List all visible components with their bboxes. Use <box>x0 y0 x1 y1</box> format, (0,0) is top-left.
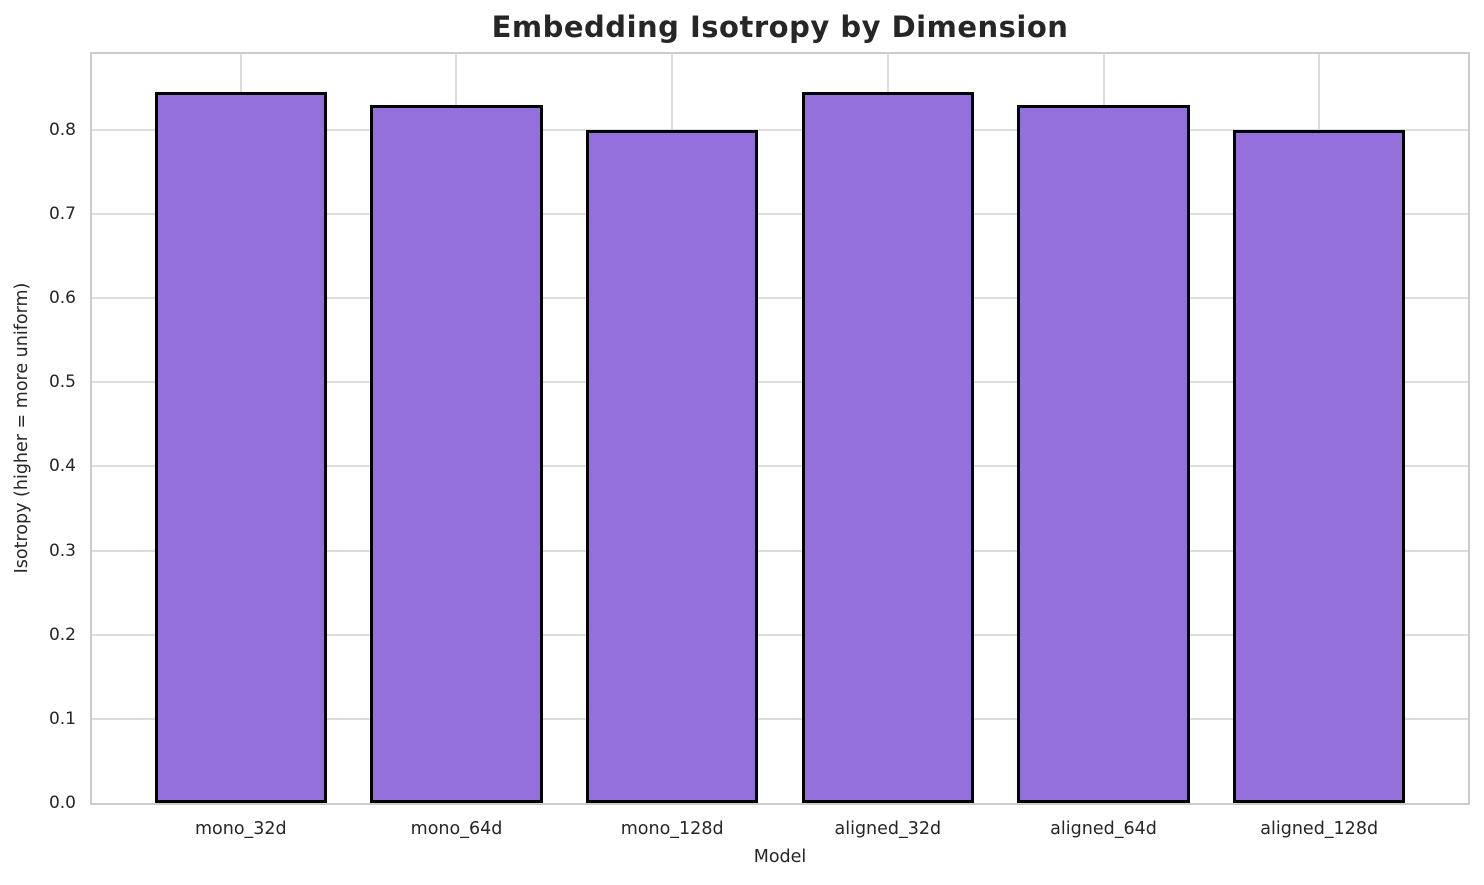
y-tick-label: 0.8 <box>48 119 76 140</box>
bar-aligned_32d <box>801 91 975 803</box>
horizontal-gridline <box>92 212 1468 215</box>
x-tick-label-mono_128d: mono_128d <box>620 819 724 839</box>
y-tick-label: 0.6 <box>48 288 76 309</box>
chart-title: Embedding Isotropy by Dimension <box>491 10 1069 44</box>
x-tick-label-aligned_128d: aligned_128d <box>1260 819 1379 839</box>
horizontal-gridline <box>92 297 1468 300</box>
bar-aligned_128d <box>1232 129 1406 803</box>
bar-mono_32d <box>154 91 328 803</box>
horizontal-gridline <box>92 381 1468 384</box>
horizontal-gridline <box>92 465 1468 468</box>
y-tick-label: 0.1 <box>48 708 76 729</box>
x-tick-label-mono_64d: mono_64d <box>410 819 503 839</box>
horizontal-gridline <box>92 633 1468 636</box>
y-tick-label: 0.2 <box>48 624 76 645</box>
x-tick-label-aligned_32d: aligned_32d <box>834 819 942 839</box>
bar-mono_64d <box>370 104 543 803</box>
x-tick-label-mono_32d: mono_32d <box>194 819 287 839</box>
horizontal-gridline <box>92 549 1468 552</box>
y-tick-label: 0.7 <box>48 203 76 224</box>
bar-mono_128d <box>585 129 759 803</box>
bar-aligned_64d <box>1017 104 1190 803</box>
plot-area <box>90 52 1470 805</box>
y-tick-label: 0.4 <box>48 456 76 477</box>
horizontal-gridline <box>92 128 1468 131</box>
y-tick-label: 0.5 <box>48 372 76 393</box>
y-axis-label: Isotropy (higher = more uniform) <box>12 282 32 574</box>
y-tick-label: 0.3 <box>48 540 76 561</box>
x-axis-label: Model <box>753 847 807 867</box>
x-tick-label-aligned_64d: aligned_64d <box>1050 819 1157 839</box>
y-tick-label: 0.0 <box>48 793 76 813</box>
horizontal-gridline <box>92 717 1468 720</box>
